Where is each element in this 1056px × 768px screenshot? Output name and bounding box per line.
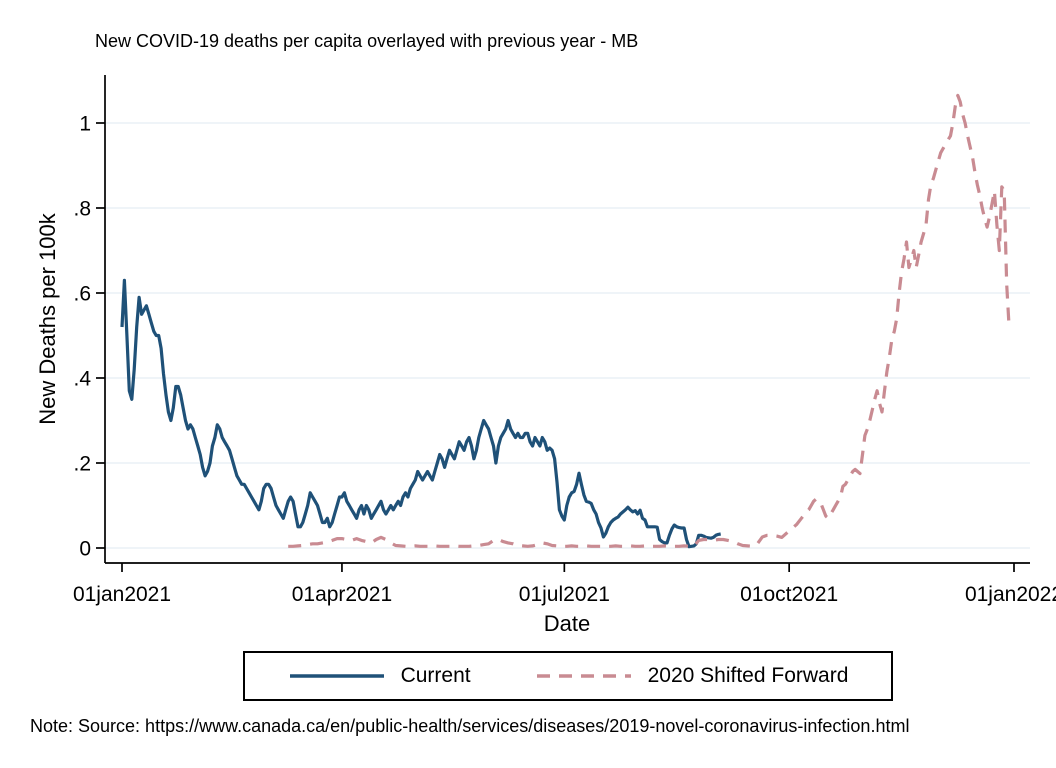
y-tick-label: .6	[73, 283, 91, 306]
y-tick-label: .2	[73, 453, 91, 476]
shifted-line-sample	[536, 674, 631, 678]
current-line-sample	[289, 674, 384, 678]
x-tick-label: 01jan2021	[73, 583, 171, 606]
legend-item-shifted: 2020 Shifted Forward	[535, 664, 849, 688]
chart-title: New COVID-19 deaths per capita overlayed…	[95, 31, 639, 51]
x-tick-label: 01apr2021	[292, 583, 392, 606]
y-tick-label: 1	[79, 113, 91, 136]
series-current	[120, 278, 721, 549]
x-axis-title: Date	[543, 611, 591, 636]
y-tick-label: .4	[73, 368, 91, 391]
x-tick-label: 01jul2021	[519, 583, 610, 606]
y-tick-label: .8	[73, 198, 91, 221]
legend-label-current: Current	[400, 664, 471, 687]
legend-label-shifted: 2020 Shifted Forward	[647, 664, 849, 687]
series-shifted	[288, 93, 1011, 548]
legend-item-current: Current	[288, 664, 471, 688]
x-tick-label: 01oct2021	[740, 583, 838, 606]
x-tick-label: 01jan2022	[965, 583, 1056, 606]
source-note: Note: Source: https://www.canada.ca/en/p…	[30, 716, 910, 736]
legend: Current 2020 Shifted Forward	[243, 651, 893, 701]
y-tick-label: 0	[79, 538, 91, 561]
